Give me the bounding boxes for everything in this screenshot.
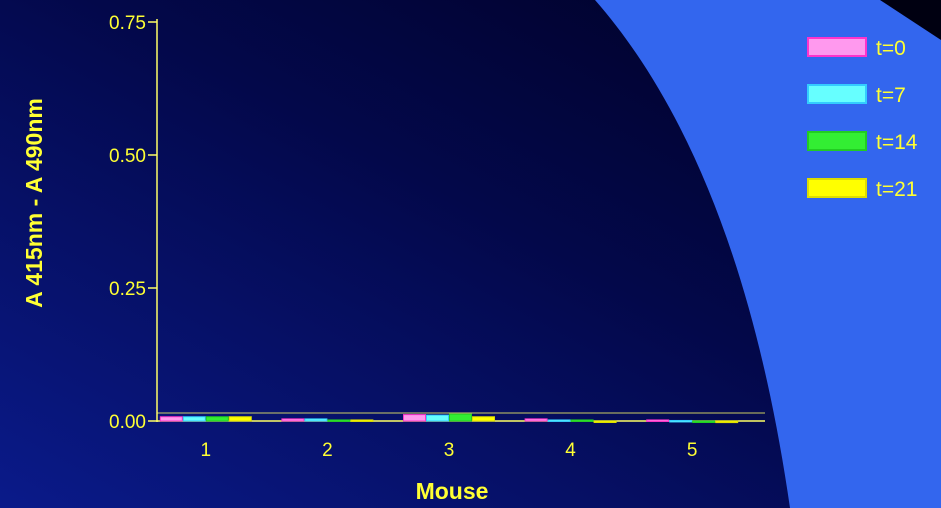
legend-swatch xyxy=(807,84,867,104)
bar-t21-mouse-5 xyxy=(715,420,739,424)
x-tick-label: 5 xyxy=(687,440,698,461)
bar-t7-mouse-4 xyxy=(547,419,571,422)
bar-t7-mouse-5 xyxy=(669,419,693,423)
y-tick-label: 0.50 xyxy=(109,146,146,167)
plot-area: 0.00 0.25 0.50 0.75 1 2 3 4 5 xyxy=(109,13,765,461)
bar-t0-mouse-5 xyxy=(646,419,670,422)
x-tick-label: 3 xyxy=(444,440,455,461)
x-axis-title: Mouse xyxy=(416,478,489,504)
bar-t14-mouse-4 xyxy=(570,419,594,422)
bar-t14-mouse-3 xyxy=(449,413,472,422)
legend: t=0 t=7 t=14 t=21 xyxy=(807,37,918,201)
bar-t14-mouse-2 xyxy=(327,419,351,422)
bar-t14-mouse-5 xyxy=(692,420,716,423)
bar-t21-mouse-3 xyxy=(472,416,495,422)
bar-t7-mouse-3 xyxy=(426,414,449,422)
bar-t0-mouse-3 xyxy=(403,414,426,422)
bar-t0-mouse-4 xyxy=(524,418,548,422)
corner-shadow xyxy=(880,0,941,40)
bar-t0-mouse-1 xyxy=(159,416,183,422)
bar-t14-mouse-1 xyxy=(205,416,229,422)
legend-label: t=7 xyxy=(876,84,906,107)
legend-label: t=14 xyxy=(876,131,918,154)
x-tick-label: 2 xyxy=(322,440,333,461)
y-axis-title: A 415nm - A 490nm xyxy=(21,98,47,308)
bar-t21-mouse-2 xyxy=(350,419,374,422)
legend-label: t=21 xyxy=(876,178,917,201)
legend-label: t=0 xyxy=(876,37,906,60)
x-tick-label: 4 xyxy=(565,440,576,461)
legend-swatch xyxy=(807,37,867,57)
legend-swatch xyxy=(807,178,867,198)
decorative-curve xyxy=(595,0,941,508)
y-tick-label: 0.75 xyxy=(109,13,146,34)
x-tick-label: 1 xyxy=(201,440,212,461)
bar-t21-mouse-4 xyxy=(593,420,617,423)
y-tick-label: 0.25 xyxy=(109,279,146,300)
bar-t0-mouse-2 xyxy=(281,418,305,422)
y-tick-label: 0.00 xyxy=(109,412,146,433)
bar-t7-mouse-1 xyxy=(182,416,206,422)
legend-swatch xyxy=(807,131,867,151)
bar-t7-mouse-2 xyxy=(304,418,328,422)
bar-t21-mouse-1 xyxy=(228,416,252,422)
